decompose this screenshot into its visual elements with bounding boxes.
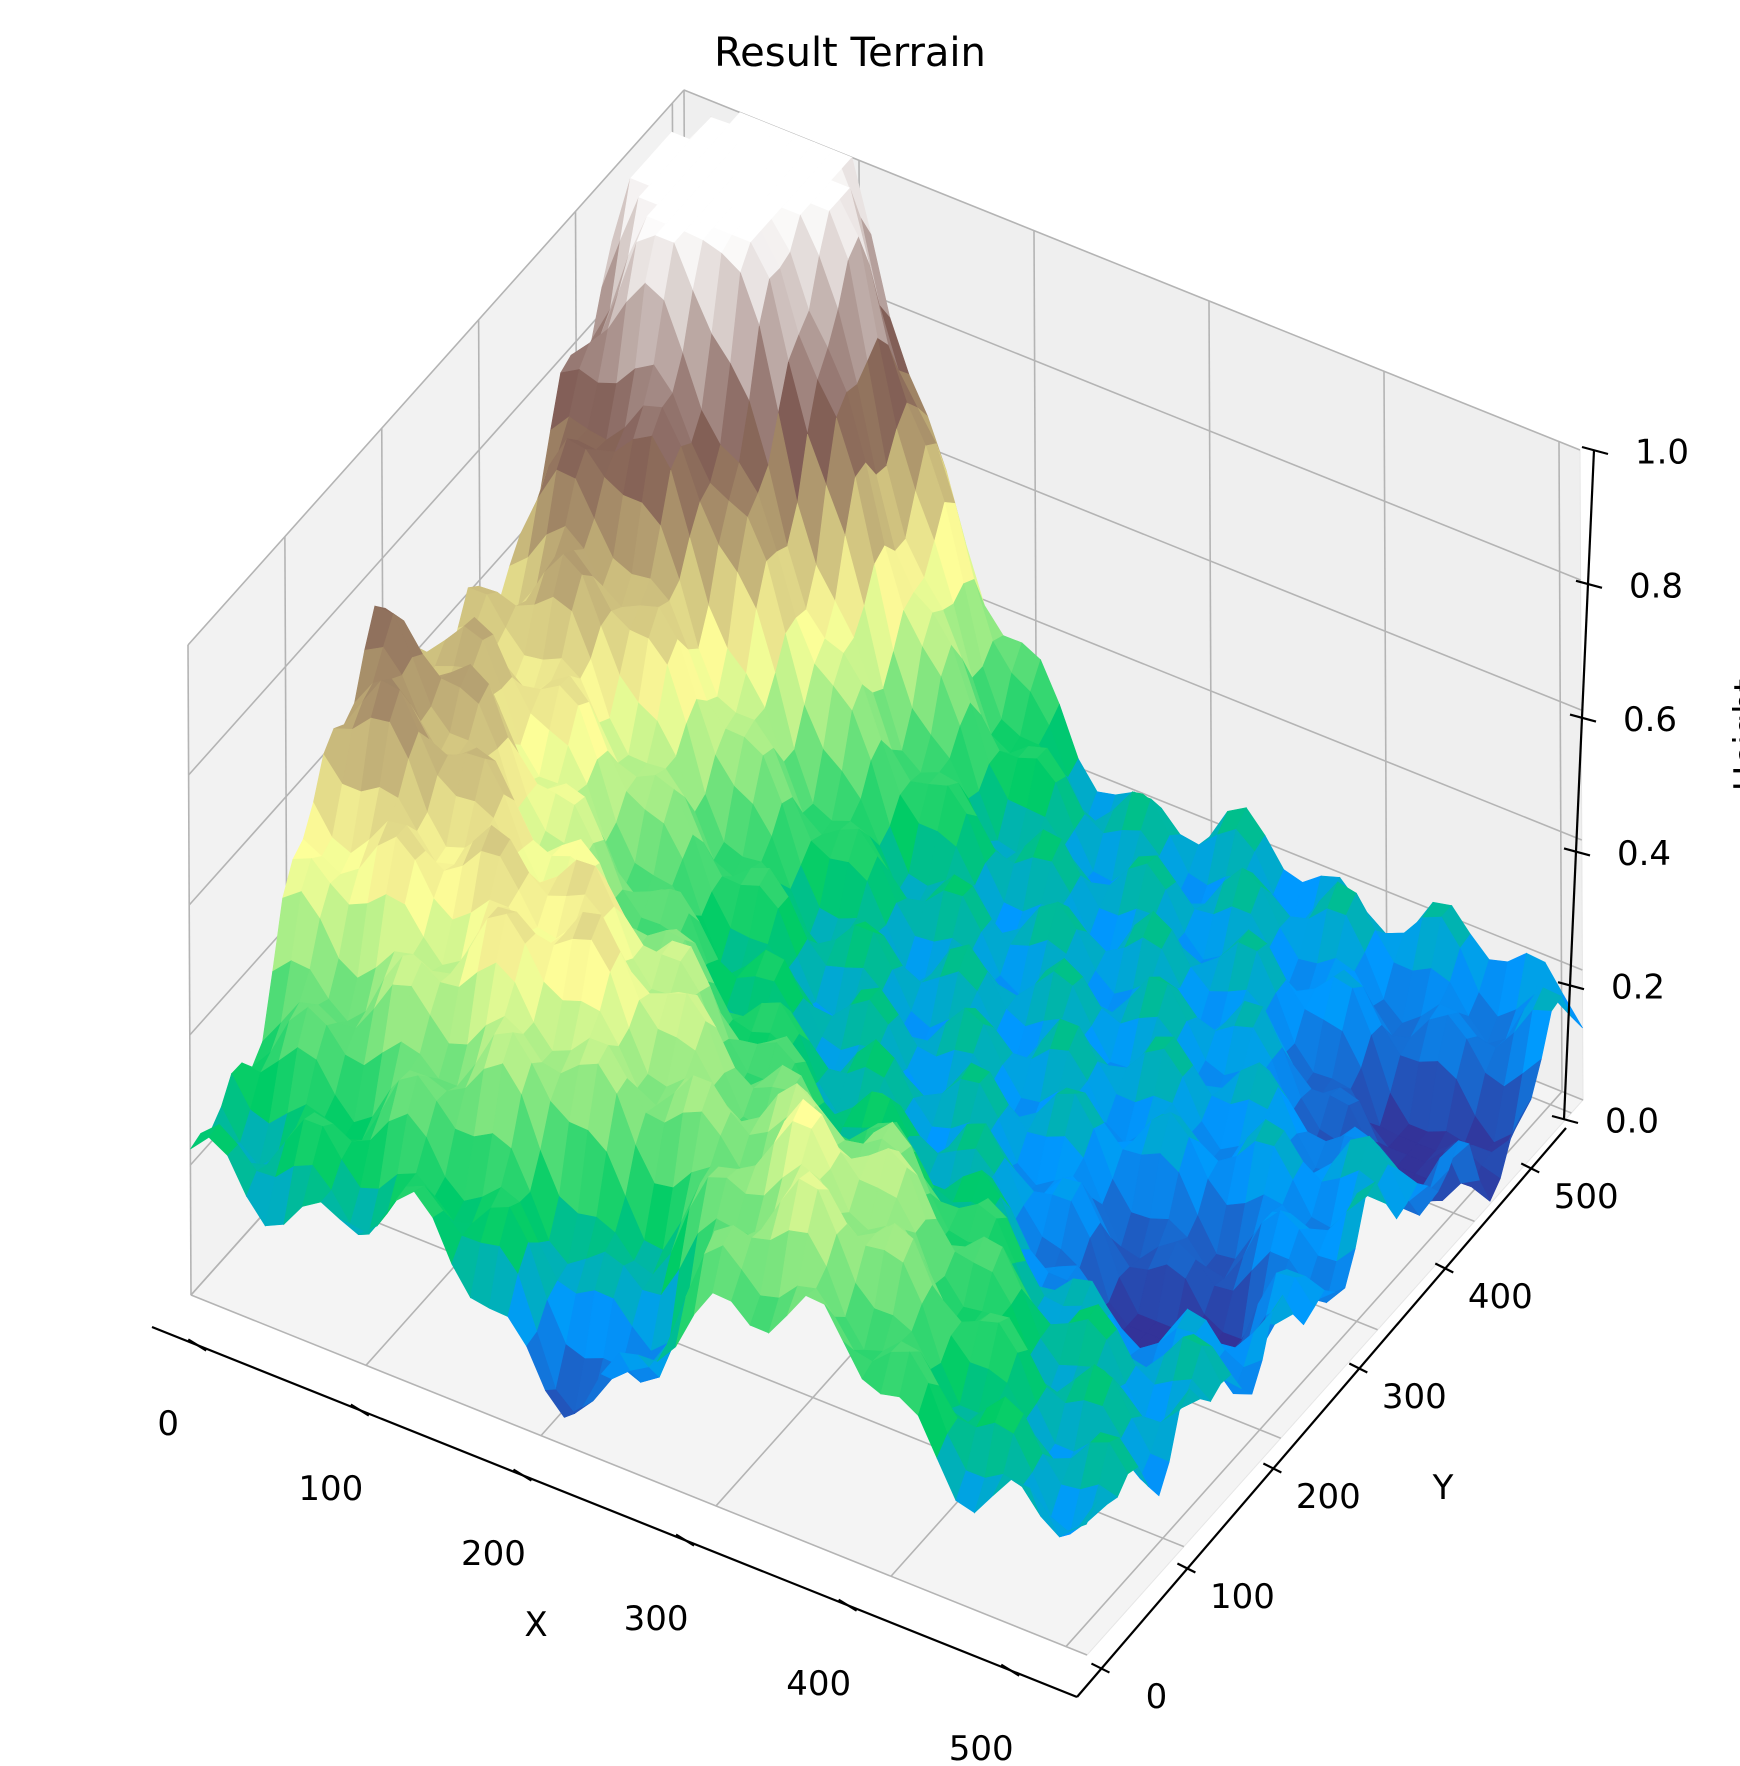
z-tick bbox=[1569, 713, 1597, 723]
x-tick-label: 100 bbox=[298, 1469, 363, 1509]
x-tick bbox=[187, 1338, 207, 1352]
z-axis-line bbox=[1562, 449, 1596, 1120]
y-tick-label: 0 bbox=[1146, 1677, 1168, 1717]
z-tick-label: 0.4 bbox=[1617, 834, 1671, 874]
grid-line-x bbox=[1383, 371, 1388, 1022]
grid-line-y bbox=[190, 1294, 1088, 1656]
z-tick-label: 0.8 bbox=[1629, 566, 1683, 606]
x-tick-label: 400 bbox=[786, 1664, 851, 1704]
z-tick bbox=[1557, 981, 1585, 991]
z-tick-label: 0.6 bbox=[1623, 700, 1677, 740]
z-axis-label: Height bbox=[1727, 679, 1740, 791]
axis-lines bbox=[151, 445, 1609, 1699]
chart-title: Result Terrain bbox=[714, 30, 986, 76]
y-tick bbox=[1090, 1662, 1110, 1674]
y-tick bbox=[1520, 1162, 1540, 1174]
x-axis-line bbox=[151, 1325, 1078, 1699]
z-tick-label: 0.0 bbox=[1605, 1102, 1659, 1142]
surface-patch bbox=[1067, 1501, 1097, 1532]
z-tick bbox=[1551, 1114, 1579, 1125]
z-tick bbox=[1563, 847, 1591, 857]
z-tick bbox=[1575, 579, 1603, 589]
x-tick-label: 500 bbox=[949, 1729, 1014, 1766]
x-tick bbox=[350, 1403, 370, 1417]
x-tick bbox=[838, 1598, 858, 1612]
tick-labels: 0 100 200 300 400 500 0 100 200 300 400 500 0.0 0.2 0.… bbox=[157, 433, 1689, 1766]
x-tick-label: 300 bbox=[624, 1599, 689, 1639]
y-tick bbox=[1434, 1262, 1454, 1274]
x-tick bbox=[512, 1468, 533, 1482]
x-tick bbox=[1000, 1663, 1020, 1677]
y-tick bbox=[1348, 1362, 1368, 1374]
grid-line-z bbox=[187, 89, 685, 646]
y-axis-line bbox=[1076, 1127, 1567, 1698]
terrain-surface bbox=[190, 112, 1583, 1538]
x-tick-label: 200 bbox=[461, 1534, 526, 1574]
z-tick-label: 0.2 bbox=[1611, 968, 1665, 1008]
y-tick-label: 500 bbox=[1554, 1177, 1619, 1217]
y-axis-label: Y bbox=[1432, 1468, 1454, 1508]
x-tick-label: 0 bbox=[157, 1404, 179, 1444]
x-axis-label: X bbox=[524, 1605, 547, 1645]
y-tick bbox=[1176, 1562, 1196, 1574]
z-tick bbox=[1581, 445, 1609, 456]
x-tick bbox=[675, 1533, 695, 1547]
y-tick-label: 200 bbox=[1296, 1477, 1361, 1517]
y-tick-label: 100 bbox=[1210, 1577, 1275, 1617]
y-tick-label: 300 bbox=[1382, 1377, 1447, 1417]
grid-line-y bbox=[187, 644, 192, 1296]
z-tick-label: 1.0 bbox=[1635, 433, 1689, 473]
y-tick bbox=[1262, 1462, 1282, 1474]
y-tick-label: 400 bbox=[1468, 1277, 1533, 1317]
